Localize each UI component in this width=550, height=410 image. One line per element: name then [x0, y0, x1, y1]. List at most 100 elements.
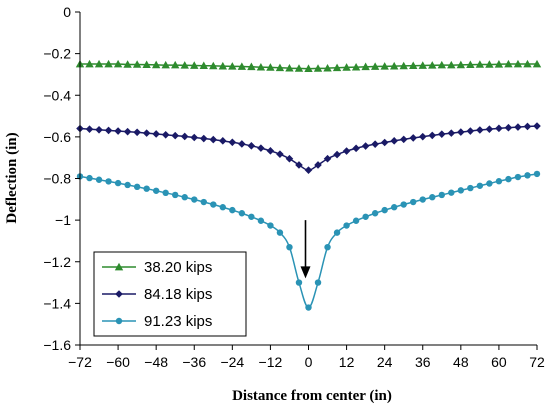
data-point: [151, 60, 161, 69]
x-tick-label: −72: [68, 354, 92, 370]
data-point: [113, 59, 123, 68]
data-point: [514, 173, 522, 181]
legend-label: 38.20 kips: [144, 259, 212, 276]
plot-area: [75, 59, 542, 311]
arrow-head: [300, 266, 311, 279]
data-point: [313, 64, 323, 72]
data-point: [314, 279, 322, 286]
data-point: [171, 131, 180, 140]
x-tick-label: −36: [182, 354, 206, 370]
series-1: [76, 122, 541, 174]
data-point: [228, 138, 237, 147]
data-point: [485, 60, 494, 68]
data-point: [352, 144, 360, 153]
data-point: [495, 178, 503, 185]
data-point: [418, 132, 427, 141]
data-point: [323, 63, 332, 72]
data-point: [142, 129, 151, 137]
data-point: [275, 63, 285, 72]
data-point: [400, 201, 407, 208]
data-point: [209, 135, 218, 144]
data-point: [219, 137, 227, 145]
data-point: [409, 61, 418, 70]
data-point: [256, 62, 266, 71]
data-point: [352, 217, 360, 224]
data-point: [257, 217, 265, 224]
data-point: [190, 61, 199, 69]
data-point: [438, 191, 445, 199]
data-point: [381, 206, 388, 214]
data-point: [390, 204, 398, 211]
data-point: [513, 59, 523, 68]
data-point: [447, 60, 456, 69]
data-point: [533, 122, 541, 130]
data-point: [324, 243, 331, 251]
data-point: [276, 150, 284, 158]
data-point: [191, 196, 198, 203]
data-point: [437, 130, 446, 138]
data-point: [485, 125, 494, 133]
data-point: [266, 63, 275, 71]
data-point: [95, 176, 103, 183]
data-point: [152, 187, 160, 194]
data-point: [361, 62, 370, 71]
data-point: [505, 175, 512, 183]
x-tick-label: 60: [491, 354, 507, 370]
y-tick-label: −1: [55, 212, 71, 228]
data-point: [133, 183, 141, 191]
data-point: [504, 59, 513, 68]
data-point: [219, 204, 227, 211]
data-point: [237, 62, 247, 70]
data-point: [333, 229, 341, 236]
data-point: [362, 213, 369, 220]
data-point: [161, 60, 170, 69]
y-tick-label: −0.8: [43, 171, 71, 187]
data-point: [428, 61, 437, 69]
data-point: [476, 126, 484, 134]
data-point: [238, 140, 246, 148]
data-point: [181, 194, 188, 201]
data-point: [266, 147, 275, 155]
data-point: [132, 60, 142, 68]
data-point: [466, 127, 475, 135]
y-tick-label: −1.4: [43, 295, 71, 311]
data-point: [428, 131, 437, 140]
data-point: [161, 130, 170, 139]
legend-label: 91.23 kips: [144, 313, 212, 330]
data-point: [504, 123, 513, 132]
x-tick-label: 48: [453, 354, 469, 370]
data-point: [457, 128, 465, 136]
y-tick-label: −0.2: [43, 46, 71, 62]
data-point: [371, 140, 379, 148]
data-point: [248, 213, 255, 220]
data-point: [285, 63, 294, 72]
data-point: [180, 132, 189, 141]
x-tick-label: −12: [259, 354, 283, 370]
data-point: [229, 206, 236, 214]
axes: −72 −60 −48 −36 −24 −12 0 12 24 36 48 60 72 0 −0.2 −0.4…: [43, 4, 545, 370]
data-point: [342, 147, 351, 155]
data-point: [514, 123, 522, 131]
data-point: [200, 198, 207, 206]
data-point: [361, 142, 370, 150]
data-point: [333, 150, 341, 159]
x-tick-label: 12: [339, 354, 355, 370]
data-point: [104, 126, 113, 135]
x-tick-label: −60: [106, 354, 130, 370]
data-point: [399, 61, 408, 70]
data-point: [429, 194, 436, 201]
data-point: [218, 61, 228, 70]
data-point: [448, 189, 455, 196]
data-point: [380, 62, 389, 70]
data-point: [172, 191, 179, 199]
data-point: [523, 59, 532, 68]
data-point: [85, 59, 94, 68]
data-point: [419, 196, 426, 203]
data-point: [123, 60, 132, 68]
data-point: [228, 62, 237, 70]
legend-entry: 38.20 kips: [102, 259, 212, 276]
data-point: [152, 130, 160, 138]
data-point: [457, 187, 465, 194]
legend: 38.20 kips 84.18 kips 91.23 kips: [93, 251, 247, 337]
data-point: [533, 170, 541, 178]
